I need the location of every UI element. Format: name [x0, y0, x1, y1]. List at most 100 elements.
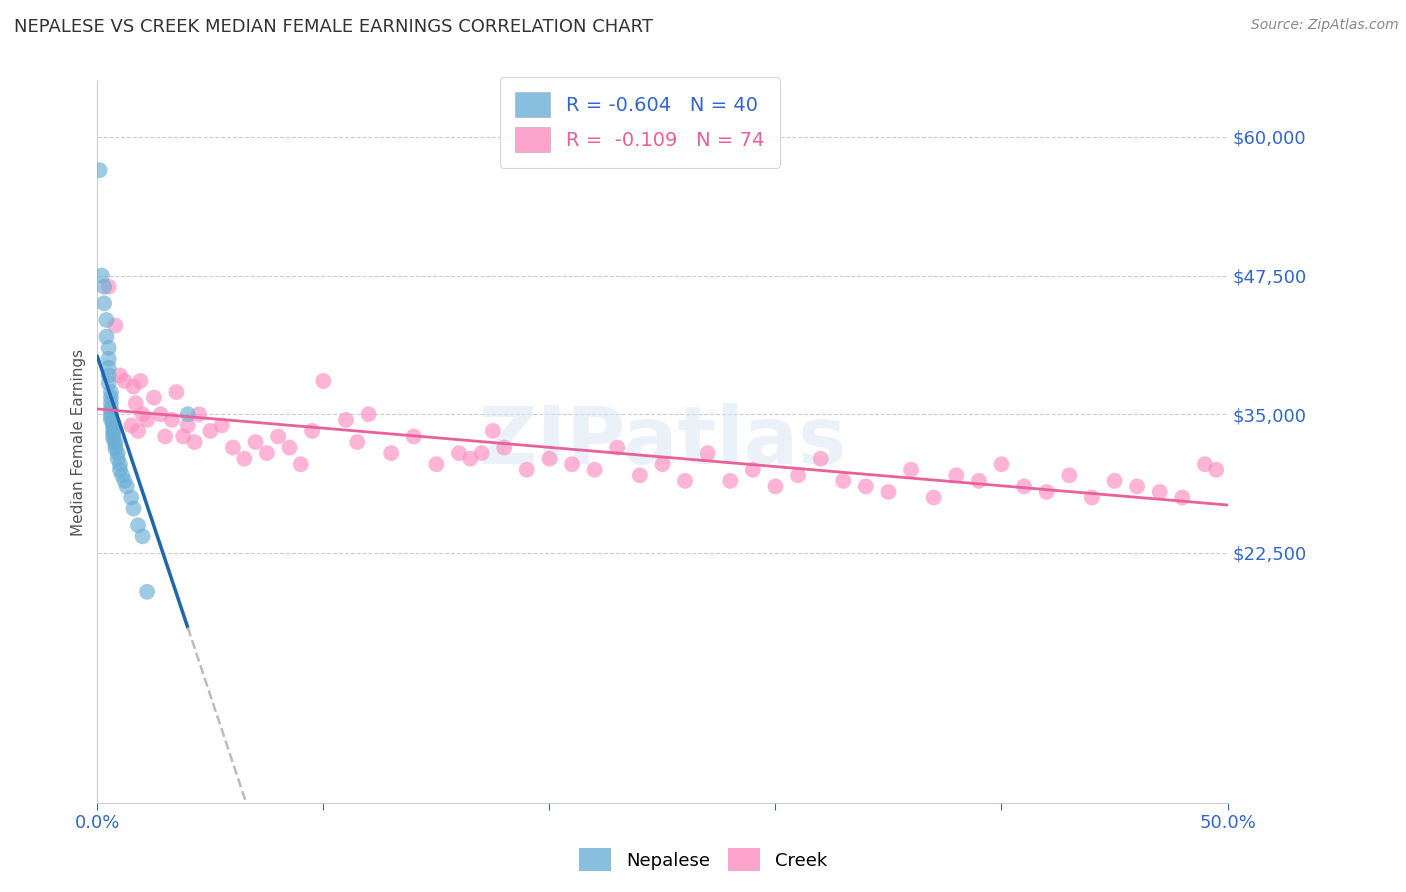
Point — [1194, 457, 1216, 471]
Point — [149, 407, 172, 421]
Legend: R = -0.604   N = 40, R =  -0.109   N = 74: R = -0.604 N = 40, R = -0.109 N = 74 — [499, 77, 780, 168]
Point — [97, 376, 120, 391]
Point — [96, 313, 118, 327]
Point — [97, 351, 120, 366]
Point — [104, 318, 127, 333]
Point — [172, 429, 194, 443]
Point — [516, 463, 538, 477]
Point — [122, 379, 145, 393]
Point — [100, 405, 122, 419]
Point — [136, 584, 159, 599]
Point — [131, 529, 153, 543]
Point — [561, 457, 583, 471]
Point — [765, 479, 787, 493]
Point — [108, 457, 131, 471]
Point — [460, 451, 482, 466]
Point — [166, 385, 188, 400]
Point — [120, 491, 142, 505]
Point — [97, 341, 120, 355]
Point — [357, 407, 380, 421]
Point — [267, 429, 290, 443]
Point — [1205, 463, 1227, 477]
Point — [114, 474, 136, 488]
Point — [136, 413, 159, 427]
Point — [90, 268, 112, 283]
Point — [741, 463, 763, 477]
Point — [125, 396, 148, 410]
Point — [471, 446, 494, 460]
Point — [89, 163, 111, 178]
Point — [120, 418, 142, 433]
Point — [855, 479, 877, 493]
Point — [93, 296, 115, 310]
Point — [301, 424, 323, 438]
Point — [177, 418, 200, 433]
Point — [1171, 491, 1194, 505]
Point — [127, 518, 149, 533]
Point — [177, 407, 200, 421]
Point — [101, 425, 124, 439]
Point — [1126, 479, 1149, 493]
Point — [101, 428, 124, 442]
Point — [114, 374, 136, 388]
Point — [538, 451, 561, 466]
Point — [482, 424, 505, 438]
Point — [900, 463, 922, 477]
Text: Source: ZipAtlas.com: Source: ZipAtlas.com — [1251, 18, 1399, 32]
Point — [583, 463, 606, 477]
Point — [673, 474, 696, 488]
Point — [832, 474, 855, 488]
Point — [335, 413, 357, 427]
Point — [107, 446, 129, 460]
Point — [628, 468, 651, 483]
Point — [129, 374, 152, 388]
Point — [346, 435, 368, 450]
Point — [718, 474, 741, 488]
Point — [256, 446, 278, 460]
Point — [104, 442, 127, 456]
Point — [96, 329, 118, 343]
Point — [153, 429, 176, 443]
Point — [312, 374, 335, 388]
Point — [101, 416, 124, 430]
Point — [101, 422, 124, 436]
Point — [200, 424, 222, 438]
Point — [651, 457, 673, 471]
Point — [922, 491, 945, 505]
Point — [131, 407, 153, 421]
Point — [104, 435, 127, 450]
Point — [1035, 485, 1057, 500]
Point — [107, 451, 129, 466]
Point — [127, 424, 149, 438]
Point — [222, 441, 245, 455]
Point — [1012, 479, 1035, 493]
Legend: Nepalese, Creek: Nepalese, Creek — [572, 841, 834, 879]
Point — [425, 457, 447, 471]
Point — [101, 418, 124, 433]
Point — [188, 407, 211, 421]
Point — [160, 413, 183, 427]
Point — [183, 435, 205, 450]
Point — [97, 368, 120, 383]
Point — [100, 385, 122, 400]
Point — [101, 432, 124, 446]
Point — [122, 501, 145, 516]
Text: ZIPatlas: ZIPatlas — [478, 403, 846, 481]
Text: NEPALESE VS CREEK MEDIAN FEMALE EARNINGS CORRELATION CHART: NEPALESE VS CREEK MEDIAN FEMALE EARNINGS… — [14, 18, 652, 36]
Point — [108, 368, 131, 383]
Point — [810, 451, 832, 466]
Point — [97, 360, 120, 375]
Point — [100, 401, 122, 416]
Point — [93, 279, 115, 293]
Point — [1149, 485, 1171, 500]
Point — [245, 435, 267, 450]
Point — [104, 438, 127, 452]
Point — [990, 457, 1012, 471]
Point — [494, 441, 516, 455]
Point — [1059, 468, 1081, 483]
Point — [115, 479, 138, 493]
Point — [100, 409, 122, 424]
Point — [211, 418, 233, 433]
Point — [100, 413, 122, 427]
Point — [1104, 474, 1126, 488]
